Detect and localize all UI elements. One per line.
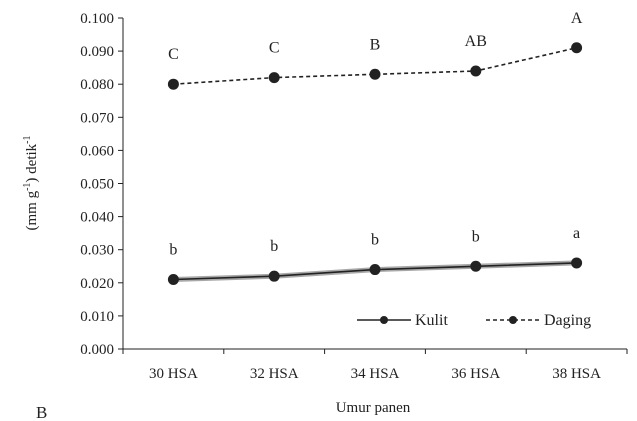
series-daging-line (173, 47, 577, 85)
panel-label: B (36, 403, 47, 421)
y-tick-label: 0.080 (80, 77, 114, 93)
significance-letter-kulit: b (472, 228, 480, 245)
y-tick-label: 0.010 (80, 309, 114, 325)
x-tick-label: 32 HSA (250, 366, 299, 382)
series-daging-point (369, 68, 381, 80)
y-tick-label: 0.030 (80, 243, 114, 259)
series-kulit-point (470, 260, 482, 272)
significance-letter-kulit: b (371, 232, 379, 249)
y-tick-label: 0.090 (80, 44, 114, 60)
significance-letter-daging: C (269, 40, 280, 57)
x-tick-label: 34 HSA (351, 366, 400, 382)
series-kulit-point (571, 257, 583, 269)
y-tick-label: 0.020 (80, 276, 114, 292)
series-daging-point (470, 65, 482, 77)
legend: Kulit Daging (357, 312, 591, 329)
significance-letter-daging: AB (465, 33, 487, 50)
significance-letter-daging: A (571, 10, 583, 27)
legend-daging-label: Daging (544, 312, 591, 329)
series-daging-point (571, 42, 583, 54)
y-tick-label: 0.000 (80, 342, 114, 358)
x-tick-label: 36 HSA (451, 366, 500, 382)
y-ticks: 0.000 0.010 0.020 0.030 0.040 0.050 0.060 0.070… (80, 11, 123, 358)
legend-item-kulit: Kulit (357, 312, 448, 329)
y-tick-label: 0.050 (80, 177, 114, 193)
significance-letter-kulit: a (573, 225, 580, 242)
series-kulit-point (167, 273, 179, 285)
significance-letter-kulit: b (169, 241, 177, 258)
legend-item-daging: Daging (486, 312, 591, 329)
series-layer (167, 42, 583, 285)
significance-letter-kulit: b (270, 238, 278, 255)
x-axis-title: Umur panen (336, 400, 411, 416)
series-kulit-point (268, 270, 280, 282)
y-tick-label: 0.100 (80, 11, 114, 27)
x-tick-label: 38 HSA (552, 366, 601, 382)
legend-kulit-marker (380, 316, 388, 324)
series-daging-point (167, 78, 179, 90)
y-tick-label: 0.040 (80, 210, 114, 226)
significance-letters: b b b b a C C B AB A (168, 10, 583, 259)
axes (122, 18, 627, 350)
series-daging-point (268, 72, 280, 84)
significance-letter-daging: C (168, 46, 179, 63)
series-kulit-point (369, 264, 381, 276)
y-axis-title: (mm g-1) detik-1 (22, 135, 40, 230)
y-tick-label: 0.070 (80, 110, 114, 126)
x-ticks: 30 HSA 32 HSA 34 HSA 36 HSA 38 HSA (122, 349, 628, 382)
x-tick-label: 30 HSA (149, 366, 198, 382)
legend-daging-marker (509, 316, 517, 324)
y-tick-label: 0.060 (80, 143, 114, 159)
significance-letter-daging: B (370, 36, 381, 53)
legend-kulit-label: Kulit (415, 312, 448, 329)
